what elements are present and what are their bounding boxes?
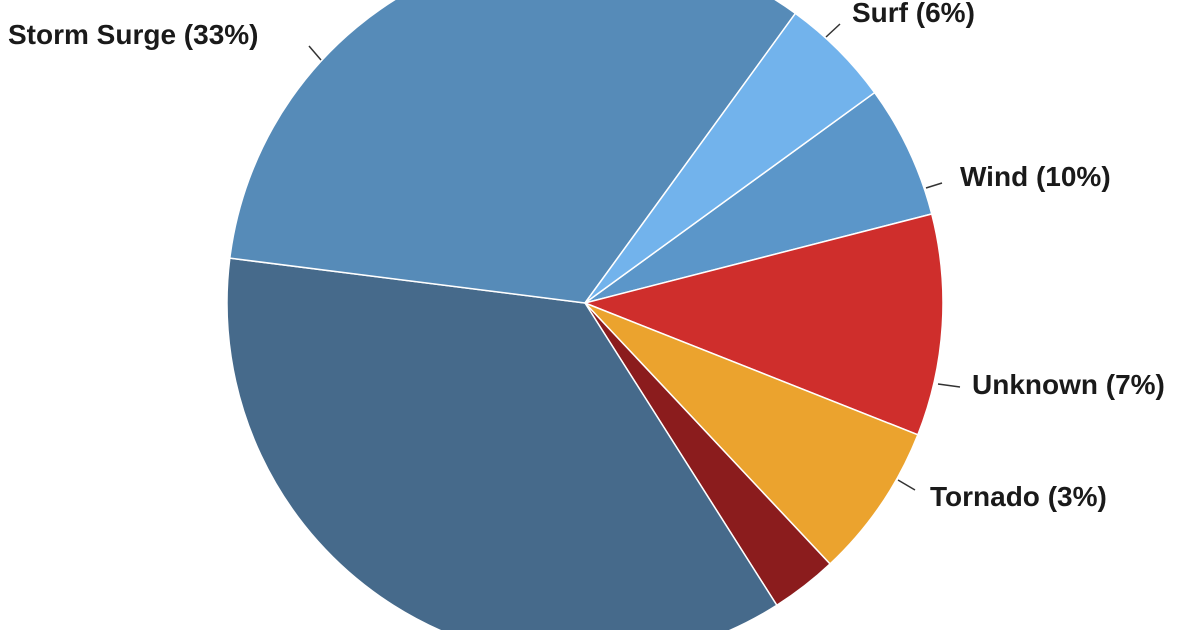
leader-line-tornado: [897, 479, 916, 491]
pie-slice-unlabeled-4: [226, 257, 778, 630]
pie-labels: Surf (6%) Wind (10%) Unknown (7%) Tornado (…: [8, 0, 1165, 512]
pie-slice-unlabeled-6: [584, 12, 876, 304]
pie-slice-unknown: [584, 302, 919, 566]
leader-line-unknown: [937, 383, 961, 388]
pie-slice-storm-surge: [228, 0, 797, 304]
leader-line-storm-surge: [308, 45, 322, 61]
slice-label-storm-surge: Storm Surge (33%): [8, 19, 259, 50]
pie-slices: [226, 0, 944, 630]
slice-label-surf: Surf (6%): [852, 0, 975, 28]
slice-label-wind: Wind (10%): [960, 161, 1111, 192]
pie-slice-wind: [582, 213, 944, 436]
pie-leader-lines: [308, 23, 961, 491]
pie-slice-surf: [584, 91, 933, 304]
slice-label-unknown: Unknown (7%): [972, 369, 1165, 400]
leader-line-surf: [825, 23, 841, 38]
leader-line-wind: [925, 182, 943, 189]
slice-label-tornado: Tornado (3%): [930, 481, 1107, 512]
